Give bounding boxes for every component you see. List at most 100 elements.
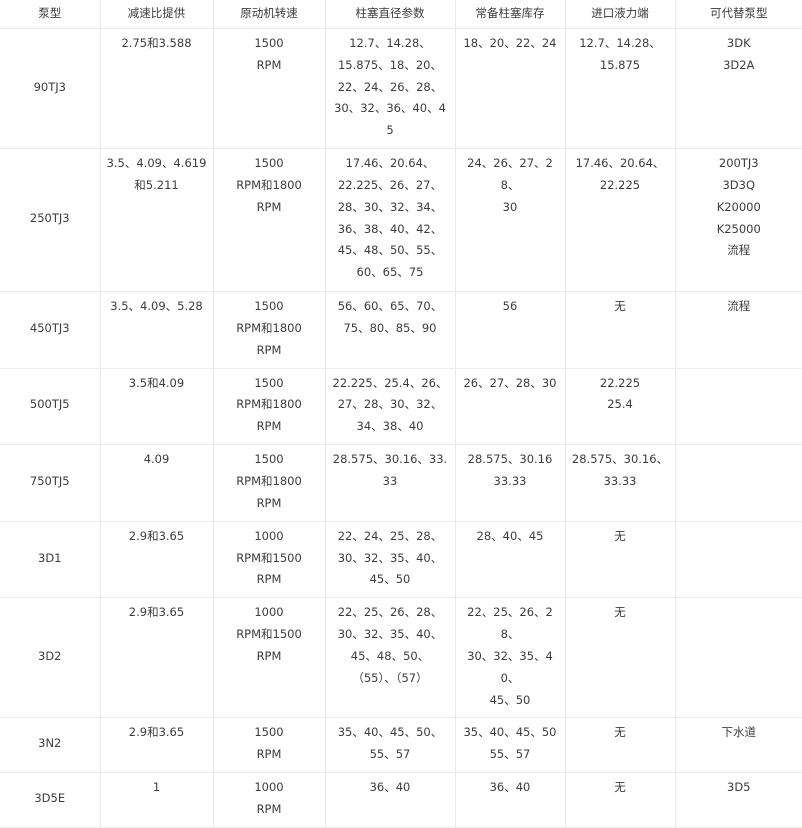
cell-value: 1 — [152, 780, 161, 795]
cell-gear_ratio: 2.75和3.588 — [100, 28, 214, 150]
cell-alt_pump: 流程 — [675, 291, 802, 369]
cell-value: 1500 RPM — [254, 725, 284, 762]
cell-pump_type: 3D5E — [0, 772, 101, 828]
cell-fluid_end: 无 — [565, 772, 676, 828]
cell-value: 3N2 — [38, 736, 62, 751]
cell-value: 无 — [614, 605, 626, 620]
cell-plunger_diam: 12.7、14.28、 15.875、18、20、 22、24、26、28、 3… — [325, 28, 456, 150]
cell-value: 200TJ3 3D3Q K20000 K25000 流程 — [716, 156, 761, 258]
cell-value: 90TJ3 — [33, 79, 66, 94]
cell-plunger_stock: 22、25、26、28、 30、32、35、40、 45、50 — [455, 597, 566, 719]
cell-fluid_end: 17.46、20.64、 22.225 — [565, 148, 676, 293]
cell-value: 28.575、30.16、 33.33 — [571, 452, 669, 488]
cell-value: 56、60、65、70、 75、80、85、90 — [337, 299, 443, 335]
cell-plunger_stock: 24、26、27、28、 30 — [455, 148, 566, 293]
cell-plunger_stock: 28、40、45 — [455, 521, 566, 599]
cell-value: 3D1 — [38, 550, 62, 565]
cell-value: 500TJ5 — [29, 397, 70, 412]
cell-plunger_diam: 22.225、25.4、26、 27、28、30、32、 34、38、40 — [325, 368, 456, 446]
cell-value: 无 — [614, 528, 626, 543]
cell-value: 流程 — [727, 299, 751, 314]
cell-gear_ratio: 4.09 — [100, 444, 214, 522]
cell-plunger_stock: 28.575、30.16 33.33 — [455, 444, 566, 522]
cell-gear_ratio: 3.5、4.09、5.28 — [100, 291, 214, 369]
cell-pump_type: 250TJ3 — [0, 148, 101, 293]
cell-value: 1500 RPM — [254, 35, 284, 72]
cell-value: 18、20、22、24 — [463, 35, 557, 50]
cell-fluid_end: 12.7、14.28、 15.875 — [565, 28, 676, 150]
cell-prime_speed: 1000 RPM — [213, 772, 326, 828]
cell-plunger_stock: 18、20、22、24 — [455, 28, 566, 150]
cell-value: 28.575、30.16、33.33 — [332, 452, 448, 488]
cell-value: 2.9和3.65 — [128, 605, 185, 620]
cell-alt_pump — [675, 444, 802, 522]
cell-value: 2.75和3.588 — [121, 35, 192, 50]
cell-value: 36、40 — [369, 780, 411, 795]
table-row: 500TJ5 3.5和4.09 1500 RPM和1800 RPM 22.225、25… — [0, 368, 802, 446]
cell-gear_ratio: 2.9和3.65 — [100, 521, 214, 599]
cell-value: 3.5、4.09、5.28 — [110, 299, 203, 314]
table-row: 3D2 2.9和3.65 1000 RPM和1500 RPM 22、25、26、28、… — [0, 597, 802, 719]
cell-value: 12.7、14.28、 15.875、18、20、 22、24、26、28、 3… — [334, 35, 446, 138]
cell-gear_ratio: 1 — [100, 772, 214, 828]
cell-prime_speed: 1000 RPM和1500 RPM — [213, 521, 326, 599]
table-row: 250TJ3 3.5、4.09、4.619 和5.211 1500 RPM和1800… — [0, 148, 802, 293]
cell-prime_speed: 1500 RPM — [213, 717, 326, 774]
cell-value: 35、40、45、50 55、57 — [463, 725, 557, 762]
column-imported-fluid-end: 进口液力端 — [565, 0, 676, 29]
cell-pump_type: 500TJ5 — [0, 368, 101, 446]
table-row: 3N2 2.9和3.65 1500 RPM 35、40、45、50、 55、57 35、… — [0, 717, 802, 774]
cell-value: 2.9和3.65 — [128, 528, 185, 543]
cell-fluid_end: 无 — [565, 717, 676, 774]
cell-pump_type: 750TJ5 — [0, 444, 101, 522]
cell-value: 17.46、20.64、 22.225、26、27、 28、30、32、34、 … — [337, 156, 443, 280]
cell-gear_ratio: 2.9和3.65 — [100, 717, 214, 774]
cell-value: 22、24、25、28、 30、32、35、40、 45、50 — [337, 528, 443, 587]
cell-value: 17.46、20.64、 22.225 — [575, 156, 665, 192]
cell-pump_type: 3D2 — [0, 597, 101, 719]
cell-plunger_stock: 56 — [455, 291, 566, 369]
cell-value: 22、25、26、28、 30、32、35、40、 45、50 — [467, 605, 553, 707]
cell-value: 3.5、4.09、4.619 和5.211 — [106, 156, 207, 192]
cell-plunger_stock: 35、40、45、50 55、57 — [455, 717, 566, 774]
cell-value: 1000 RPM和1500 RPM — [236, 605, 302, 663]
cell-fluid_end: 28.575、30.16、 33.33 — [565, 444, 676, 522]
cell-value: 35、40、45、50、 55、57 — [337, 725, 443, 762]
cell-fluid_end: 无 — [565, 597, 676, 719]
cell-fluid_end: 无 — [565, 291, 676, 369]
cell-gear_ratio: 3.5和4.09 — [100, 368, 214, 446]
cell-plunger_diam: 36、40 — [325, 772, 456, 828]
cell-value: 无 — [614, 299, 626, 314]
cell-alt_pump: 200TJ3 3D3Q K20000 K25000 流程 — [675, 148, 802, 293]
cell-plunger_diam: 35、40、45、50、 55、57 — [325, 717, 456, 774]
cell-alt_pump — [675, 597, 802, 719]
cell-value: 1500 RPM和1800 RPM — [236, 299, 302, 357]
cell-value: 1000 RPM — [254, 780, 284, 816]
cell-prime_speed: 1000 RPM和1500 RPM — [213, 597, 326, 719]
cell-value: 22.225、25.4、26、 27、28、30、32、 34、38、40 — [332, 375, 448, 434]
cell-value: 1000 RPM和1500 RPM — [236, 528, 302, 587]
cell-value: 24、26、27、28、 30 — [467, 156, 553, 214]
cell-fluid_end: 22.225 25.4 — [565, 368, 676, 446]
cell-value: 3D2 — [38, 648, 62, 663]
cell-alt_pump — [675, 368, 802, 446]
cell-value: 4.09 — [143, 452, 170, 467]
cell-value: 下水道 — [721, 725, 757, 740]
column-prime-mover-speed: 原动机转速 — [213, 0, 326, 29]
cell-pump_type: 3D1 — [0, 521, 101, 599]
cell-prime_speed: 1500 RPM — [213, 28, 326, 150]
cell-prime_speed: 1500 RPM和1800 RPM — [213, 148, 326, 293]
cell-fluid_end: 无 — [565, 521, 676, 599]
cell-value: 22、25、26、28、 30、32、35、40、 45、48、50、 （55）… — [337, 605, 443, 685]
cell-value: 750TJ5 — [29, 473, 70, 488]
cell-plunger_diam: 56、60、65、70、 75、80、85、90 — [325, 291, 456, 369]
cell-value: 1500 RPM和1800 RPM — [236, 375, 302, 434]
cell-value: 2.9和3.65 — [128, 725, 185, 740]
cell-value: 250TJ3 — [29, 211, 70, 226]
cell-value: 450TJ3 — [29, 320, 70, 335]
cell-alt_pump: 3D5 — [675, 772, 802, 828]
cell-plunger_diam: 22、24、25、28、 30、32、35、40、 45、50 — [325, 521, 456, 599]
table-row: 3D5E 1 1000 RPM 36、40 36、40 无 3D5 — [0, 772, 802, 828]
column-pump-type: 泵型 — [0, 0, 101, 29]
cell-plunger_diam: 22、25、26、28、 30、32、35、40、 45、48、50、 （55）… — [325, 597, 456, 719]
